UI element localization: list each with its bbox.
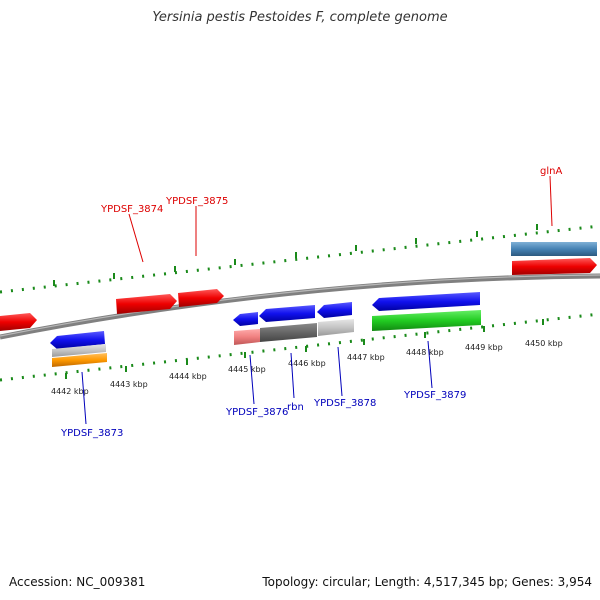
- gene-bar: [511, 242, 597, 256]
- accession-text: Accession: NC_009381: [9, 575, 146, 589]
- forward-tick-track: [0, 224, 600, 294]
- gene-label-ypdsf-3874: YPDSF_3874: [100, 204, 163, 215]
- gene-label-ypdsf-3878: YPDSF_3878: [313, 398, 376, 409]
- gene-arrow: [372, 292, 480, 311]
- gene-bar: [234, 329, 260, 345]
- gene-bar: [260, 323, 317, 342]
- gene-arrow: [233, 312, 258, 326]
- gene-label-ypdsf-3875: YPDSF_3875: [165, 196, 228, 207]
- gene-label-ypdsf-3876: YPDSF_3876: [225, 407, 288, 418]
- gene-bar: [318, 319, 354, 336]
- reverse-genes: [50, 292, 481, 367]
- gene-label-ypdsf-3879: YPDSF_3879: [403, 390, 466, 401]
- gene-arrow: [178, 289, 224, 307]
- genome-stats: Topology: circular; Length: 4,517,345 bp…: [262, 575, 592, 589]
- kbp-label: 4448 kbp: [406, 348, 444, 357]
- gene-labels: YPDSF_3874 YPDSF_3875 glnA YPDSF_3873 YP…: [60, 166, 562, 439]
- gene-arrow: [116, 294, 177, 314]
- kbp-label: 4450 kbp: [525, 339, 563, 348]
- label-leaders: [81, 175, 553, 425]
- kbp-label: 4443 kbp: [110, 380, 148, 389]
- gene-bar: [52, 353, 107, 367]
- gene-label-glna: glnA: [540, 166, 562, 177]
- gene-arrow: [512, 258, 597, 275]
- gene-bar: [52, 344, 106, 357]
- kbp-label: 4444 kbp: [169, 372, 207, 381]
- genome-backbone: [0, 273, 600, 340]
- map-title: Yersinia pestis Pestoides F, complete ge…: [152, 10, 448, 25]
- gene-bar: [372, 310, 481, 331]
- kbp-label: 4449 kbp: [465, 343, 503, 352]
- gene-arrow: [317, 302, 352, 318]
- kbp-label: 4442 kbp: [51, 387, 89, 396]
- kbp-label: 4447 kbp: [347, 353, 385, 362]
- reverse-tick-track: [0, 312, 600, 382]
- kbp-labels: 4442 kbp 4443 kbp 4444 kbp 4445 kbp 4446…: [51, 339, 563, 396]
- gene-label-ypdsf-3873: YPDSF_3873: [60, 428, 123, 439]
- kbp-label: 4445 kbp: [228, 365, 266, 374]
- kbp-label: 4446 kbp: [288, 359, 326, 368]
- gene-label-rbn: rbn: [287, 402, 304, 413]
- gene-arrow: [50, 331, 105, 349]
- gene-arrow: [259, 305, 315, 322]
- forward-genes: [0, 242, 597, 331]
- gene-arrow: [0, 313, 37, 331]
